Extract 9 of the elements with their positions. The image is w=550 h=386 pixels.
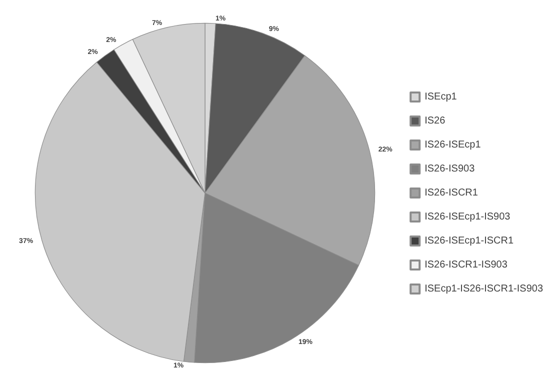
legend-label: IS26-ISEcp1 <box>424 140 482 150</box>
legend-label: IS26-ISEcp1-ISCR1 <box>424 236 514 246</box>
legend-label: IS26-IS903 <box>424 164 476 174</box>
legend-label: IS26-ISCR1-IS903 <box>424 260 508 270</box>
legend-label: IS26 <box>424 116 446 126</box>
legend-label: IS26-ISCR1 <box>424 188 478 198</box>
legend-label: ISEcp1 <box>424 92 458 102</box>
legend-label: IS26-ISEcp1-IS903 <box>424 212 511 222</box>
legend-label: ISEcp1-IS26-ISCR1-IS903 <box>424 284 544 294</box>
